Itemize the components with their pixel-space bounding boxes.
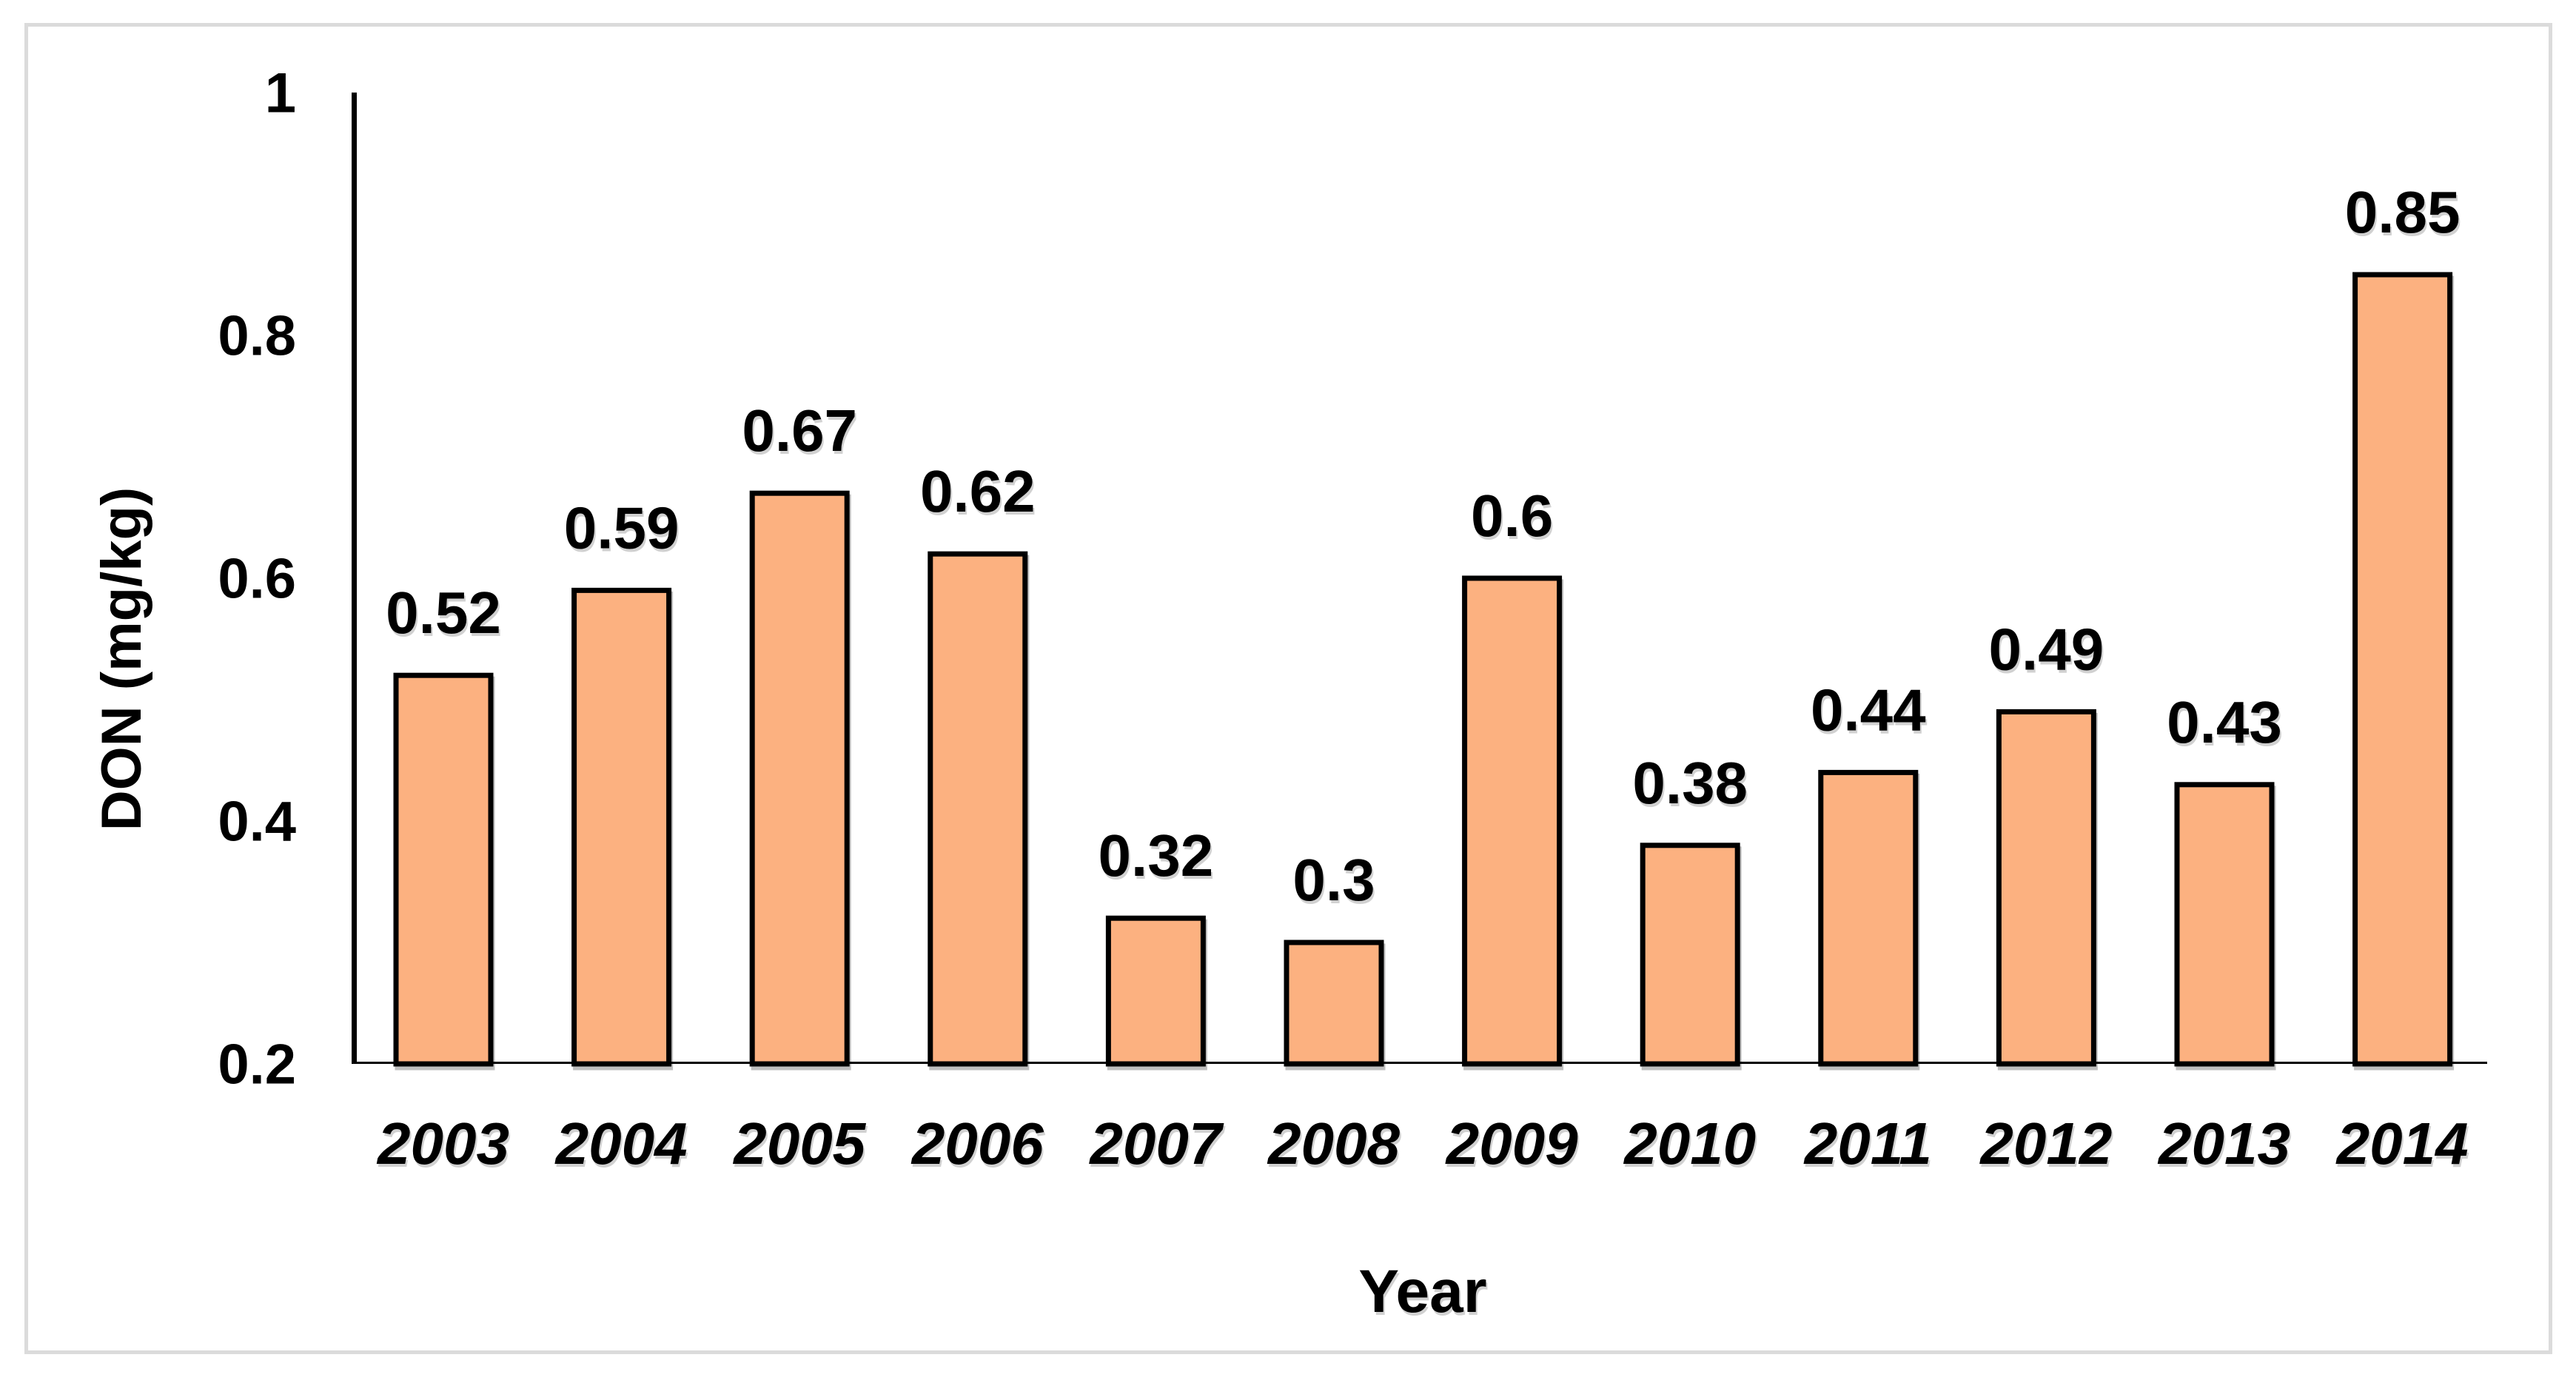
bar-2008 — [1284, 940, 1384, 1067]
y-axis-line — [352, 93, 357, 1064]
x-tick-label-2012: 2012 — [1979, 1111, 2112, 1176]
bar-value-label-2005: 0.67 — [742, 398, 857, 463]
bar-value-label-2014: 0.85 — [2345, 179, 2461, 245]
bar-2013 — [2174, 782, 2275, 1067]
bar-2003 — [393, 672, 494, 1067]
y-tick-label-0.4: 0.4 — [218, 791, 296, 854]
x-tick-label-2008: 2008 — [1267, 1111, 1400, 1176]
bars-group — [393, 272, 2453, 1067]
x-tick-label-2009: 2009 — [1445, 1111, 1578, 1176]
bar-value-label-2006: 0.62 — [920, 458, 1036, 524]
y-tick-label-0.2: 0.2 — [218, 1034, 296, 1096]
bar-value-label-2008: 0.3 — [1292, 847, 1375, 913]
bar-value-label-2013: 0.43 — [2167, 689, 2282, 755]
bar-value-label-2012: 0.49 — [1989, 616, 2104, 682]
bar-value-label-2004: 0.59 — [564, 495, 680, 560]
axes-group — [352, 93, 2487, 1064]
x-axis-title: Year — [1358, 1258, 1486, 1325]
bar-2005 — [749, 490, 850, 1067]
y-tick-label-0.8: 0.8 — [218, 305, 296, 368]
y-axis-title: DON (mg/kg) — [90, 487, 153, 831]
bar-2014 — [2352, 272, 2453, 1067]
bar-value-label-2003: 0.52 — [386, 580, 501, 646]
y-tick-label-1: 1 — [265, 62, 296, 125]
labels-group: 1 0.8 0.6 0.4 0.2 0.52 2003 0.59 2004 0.67 2005 0.6… — [218, 62, 2468, 1176]
bar-value-label-2009: 0.6 — [1471, 483, 1553, 549]
x-tick-label-2010: 2010 — [1623, 1111, 1756, 1176]
x-tick-label-2013: 2013 — [2157, 1111, 2290, 1176]
x-tick-label-2011: 2011 — [1803, 1111, 1932, 1176]
x-axis-line — [352, 1062, 2487, 1064]
x-tick-label-2004: 2004 — [554, 1111, 688, 1176]
bar-value-label-2010: 0.38 — [1632, 750, 1748, 816]
x-tick-label-2005: 2005 — [732, 1111, 866, 1176]
bar-2009 — [1462, 575, 1563, 1067]
x-tick-label-2006: 2006 — [910, 1111, 1044, 1176]
bar-2011 — [1818, 769, 1919, 1067]
bar-2004 — [571, 587, 672, 1067]
bar-2012 — [1996, 709, 2096, 1067]
bar-2006 — [928, 551, 1028, 1067]
bar-value-label-2007: 0.32 — [1099, 823, 1214, 888]
x-tick-label-2003: 2003 — [376, 1111, 509, 1176]
y-tick-label-0.6: 0.6 — [218, 548, 296, 611]
bar-2010 — [1640, 843, 1740, 1067]
x-tick-label-2007: 2007 — [1088, 1111, 1224, 1176]
x-tick-label-2014: 2014 — [2335, 1111, 2469, 1176]
bar-value-label-2011: 0.44 — [1811, 677, 1926, 743]
bar-2007 — [1105, 915, 1206, 1067]
